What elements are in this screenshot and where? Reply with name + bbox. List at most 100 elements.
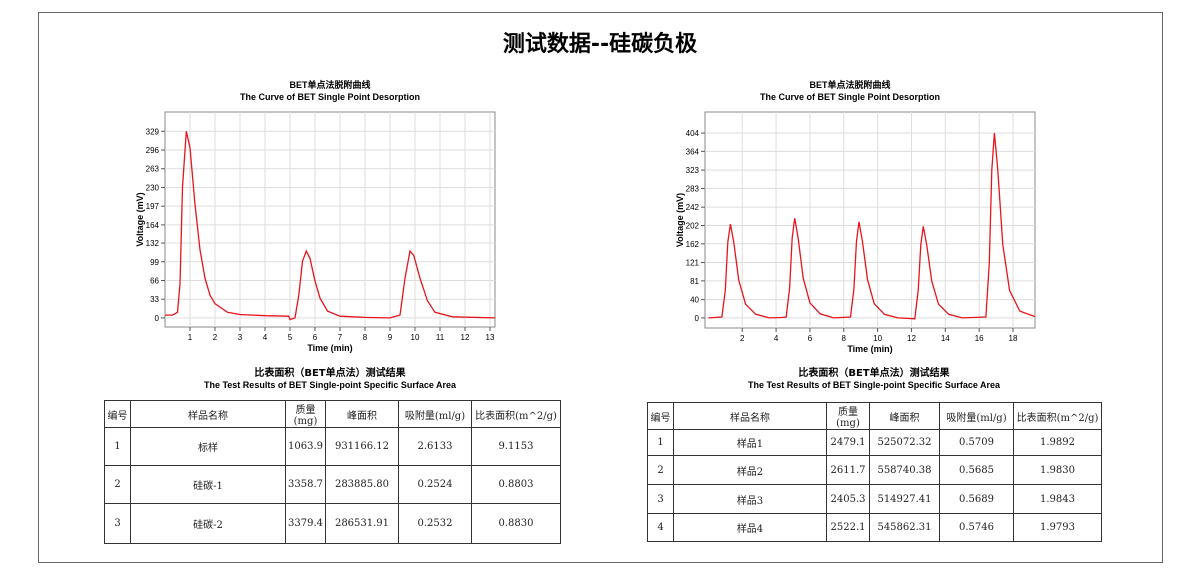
x-tick-label: 3: [238, 333, 243, 342]
header-cell: 样品名称: [130, 400, 286, 428]
cell: 1.9843: [1013, 484, 1102, 514]
cell: 525072.32: [869, 429, 940, 456]
x-tick-label: 7: [338, 333, 343, 342]
y-tick-label: 296: [146, 146, 160, 155]
x-tick-label: 2: [740, 334, 745, 343]
y-tick-label: 121: [686, 259, 700, 268]
x-tick-label: 6: [313, 333, 318, 342]
y-tick-label: 404: [686, 129, 700, 138]
body-row: 1 标样 1063.9 931166.12 2.6133 9.1153: [104, 427, 561, 466]
results-table: 编号 样品名称 质量(mg) 峰面积 吸附量(ml/g) 比表面积(m^2/g) 1 标样 10…: [104, 400, 561, 544]
cell: 0.5709: [939, 429, 1014, 456]
x-tick-label: 10: [873, 334, 882, 343]
cell: 标样: [130, 427, 286, 466]
header-cell: 质量(mg): [285, 400, 326, 428]
y-tick-label: 81: [690, 277, 699, 286]
y-axis-label: Voltage (mV): [135, 192, 145, 246]
data-line: [708, 133, 1036, 320]
x-tick-label: 12: [461, 333, 470, 342]
cell: 0.8830: [471, 503, 561, 544]
x-tick-label: 13: [486, 333, 495, 342]
cell: 0.5685: [939, 455, 1014, 485]
cell: 样品3: [673, 484, 827, 514]
y-tick-label: 329: [146, 127, 160, 136]
header-cell: 比表面积(m^2/g): [1013, 402, 1102, 430]
table-subtitle: The Test Results of BET Single-point Spe…: [204, 380, 457, 390]
cell: 样品2: [673, 455, 827, 485]
cell: 0.2532: [398, 503, 472, 544]
x-tick-label: 4: [263, 333, 268, 342]
cell: 0.5689: [939, 484, 1014, 514]
x-tick-label: 14: [941, 334, 950, 343]
cell: 514927.41: [869, 484, 940, 514]
x-tick-label: 1: [188, 333, 193, 342]
x-axis-label: Time (min): [847, 344, 892, 354]
y-tick-label: 162: [686, 240, 700, 249]
header-row: 编号 样品名称 质量(mg) 峰面积 吸附量(ml/g) 比表面积(m^2/g): [104, 400, 561, 428]
x-tick-label: 6: [808, 334, 813, 343]
header-cell: 编号: [104, 400, 131, 428]
cell: 3358.7: [285, 465, 326, 504]
frame: [38, 12, 1163, 563]
cell: 样品4: [673, 513, 827, 542]
cell: 样品1: [673, 429, 827, 456]
cell: 1: [104, 427, 131, 466]
cell: 3379.4: [285, 503, 326, 544]
header-cell: 样品名称: [673, 402, 827, 430]
cell: 1: [647, 429, 674, 456]
header-cell: 吸附量(ml/g): [398, 400, 472, 428]
body-row: 3 硅碳-2 3379.4 286531.91 0.2532 0.8830: [104, 503, 561, 544]
cell: 0.2524: [398, 465, 472, 504]
y-tick-label: 132: [146, 239, 160, 248]
y-tick-label: 364: [686, 147, 700, 156]
x-tick-label: 9: [388, 333, 393, 342]
body-row: 2 硅碳-1 3358.7 283885.80 0.2524 0.8803: [104, 465, 561, 504]
x-tick-label: 4: [774, 334, 779, 343]
cell: 3: [104, 503, 131, 544]
results-table: 编号 样品名称 质量(mg) 峰面积 吸附量(ml/g) 比表面积(m^2/g) 1 样品1 2…: [647, 402, 1102, 542]
x-tick-label: 8: [842, 334, 847, 343]
cell: 1063.9: [285, 427, 326, 466]
y-tick-label: 230: [146, 183, 160, 192]
cell: 2.6133: [398, 427, 472, 466]
y-tick-label: 283: [686, 184, 700, 193]
cell: 硅碳-1: [130, 465, 286, 504]
y-axis-label: Voltage (mV): [675, 193, 685, 247]
x-tick-label: 12: [907, 334, 916, 343]
cell: 9.1153: [471, 427, 561, 466]
table-subtitle: The Test Results of BET Single-point Spe…: [748, 380, 1001, 390]
page-title: 测试数据--硅碳负极: [503, 31, 698, 57]
y-tick-label: 66: [150, 276, 159, 285]
cell: 2405.3: [826, 484, 870, 514]
y-tick-label: 263: [146, 165, 160, 174]
x-tick-label: 16: [975, 334, 984, 343]
cell: 0.5746: [939, 513, 1014, 542]
body-row: 2 样品2 2611.7 558740.38 0.5685 1.9830: [647, 455, 1102, 485]
cell: 硅碳-2: [130, 503, 286, 544]
plot-area: [704, 111, 1036, 329]
y-tick-label: 323: [686, 166, 700, 175]
y-tick-label: 202: [686, 221, 700, 230]
header-cell: 比表面积(m^2/g): [471, 400, 561, 428]
chart-title: BET单点法脱附曲线: [809, 79, 890, 90]
y-tick-label: 33: [150, 295, 159, 304]
cell: 0.8803: [471, 465, 561, 504]
body-row: 1 样品1 2479.1 525072.32 0.5709 1.9892: [647, 429, 1102, 456]
table-title: 比表面积（BET单点法）测试结果: [798, 366, 950, 379]
y-tick-label: 164: [146, 221, 160, 230]
y-tick-label: 40: [690, 296, 699, 305]
cell: 558740.38: [869, 455, 940, 485]
y-tick-label: 197: [146, 202, 160, 211]
body-row: 3 样品3 2405.3 514927.41 0.5689 1.9843: [647, 484, 1102, 514]
cell: 286531.91: [325, 503, 399, 544]
header-cell: 峰面积: [869, 402, 940, 430]
cell: 1.9892: [1013, 429, 1102, 456]
x-tick-label: 5: [288, 333, 293, 342]
cell: 1.9793: [1013, 513, 1102, 542]
cell: 2522.1: [826, 513, 870, 542]
cell: 2611.7: [826, 455, 870, 485]
x-tick-label: 18: [1009, 334, 1018, 343]
cell: 545862.31: [869, 513, 940, 542]
